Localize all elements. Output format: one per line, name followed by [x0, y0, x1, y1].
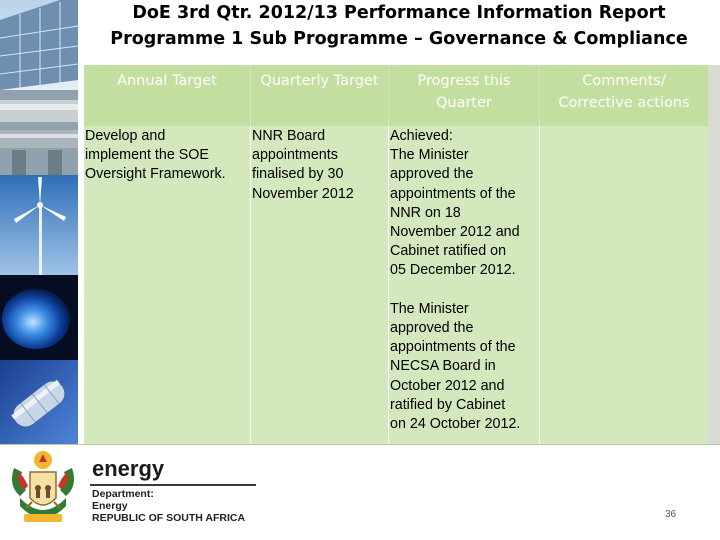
- footer-department-label: Department:: [92, 488, 154, 500]
- header-comments: Comments/ Corrective actions: [540, 65, 708, 126]
- pipeline-icon: [0, 90, 78, 175]
- cell-quarterly-target: [250, 126, 389, 445]
- footer-divider: [0, 444, 720, 445]
- title-line-2: Programme 1 Sub Programme – Governance &…: [110, 29, 688, 49]
- coat-of-arms-logo: [12, 451, 74, 522]
- annual-target-text: Develop and implement the SOE Oversight …: [85, 128, 226, 183]
- footer-brand-energy: energy: [92, 456, 165, 481]
- quarterly-target-text: NNR Board appointments finalised by 30 N…: [252, 128, 354, 202]
- cell-comments: [539, 126, 709, 445]
- solar-panel-icon: [0, 0, 78, 90]
- right-edge-strip: [708, 65, 720, 445]
- progress-text: Achieved: The Minister approved the appo…: [390, 128, 521, 433]
- footer-department-name: Energy: [92, 500, 128, 512]
- title-line-1: DoE 3rd Qtr. 2012/13 Performance Informa…: [132, 3, 666, 23]
- gas-flame-icon: [0, 275, 78, 360]
- page-number: 36: [665, 509, 677, 520]
- left-image-strip: [0, 0, 78, 445]
- header-quarterly-target: Quarterly Target: [251, 65, 388, 126]
- page-title: DoE 3rd Qtr. 2012/13 Performance Informa…: [78, 0, 720, 62]
- fuel-rod-icon: [0, 360, 78, 445]
- footer-country: REPUBLIC OF SOUTH AFRICA: [92, 512, 246, 524]
- cell-progress: [388, 126, 540, 445]
- header-progress: Progress this Quarter: [389, 65, 539, 126]
- cell-annual-target: [84, 126, 250, 445]
- wind-turbine-icon: [0, 175, 78, 275]
- header-annual-target: Annual Target: [84, 65, 250, 126]
- footer-brand-rule: [90, 484, 256, 486]
- performance-table: Annual Target Quarterly Target Progress …: [84, 65, 709, 445]
